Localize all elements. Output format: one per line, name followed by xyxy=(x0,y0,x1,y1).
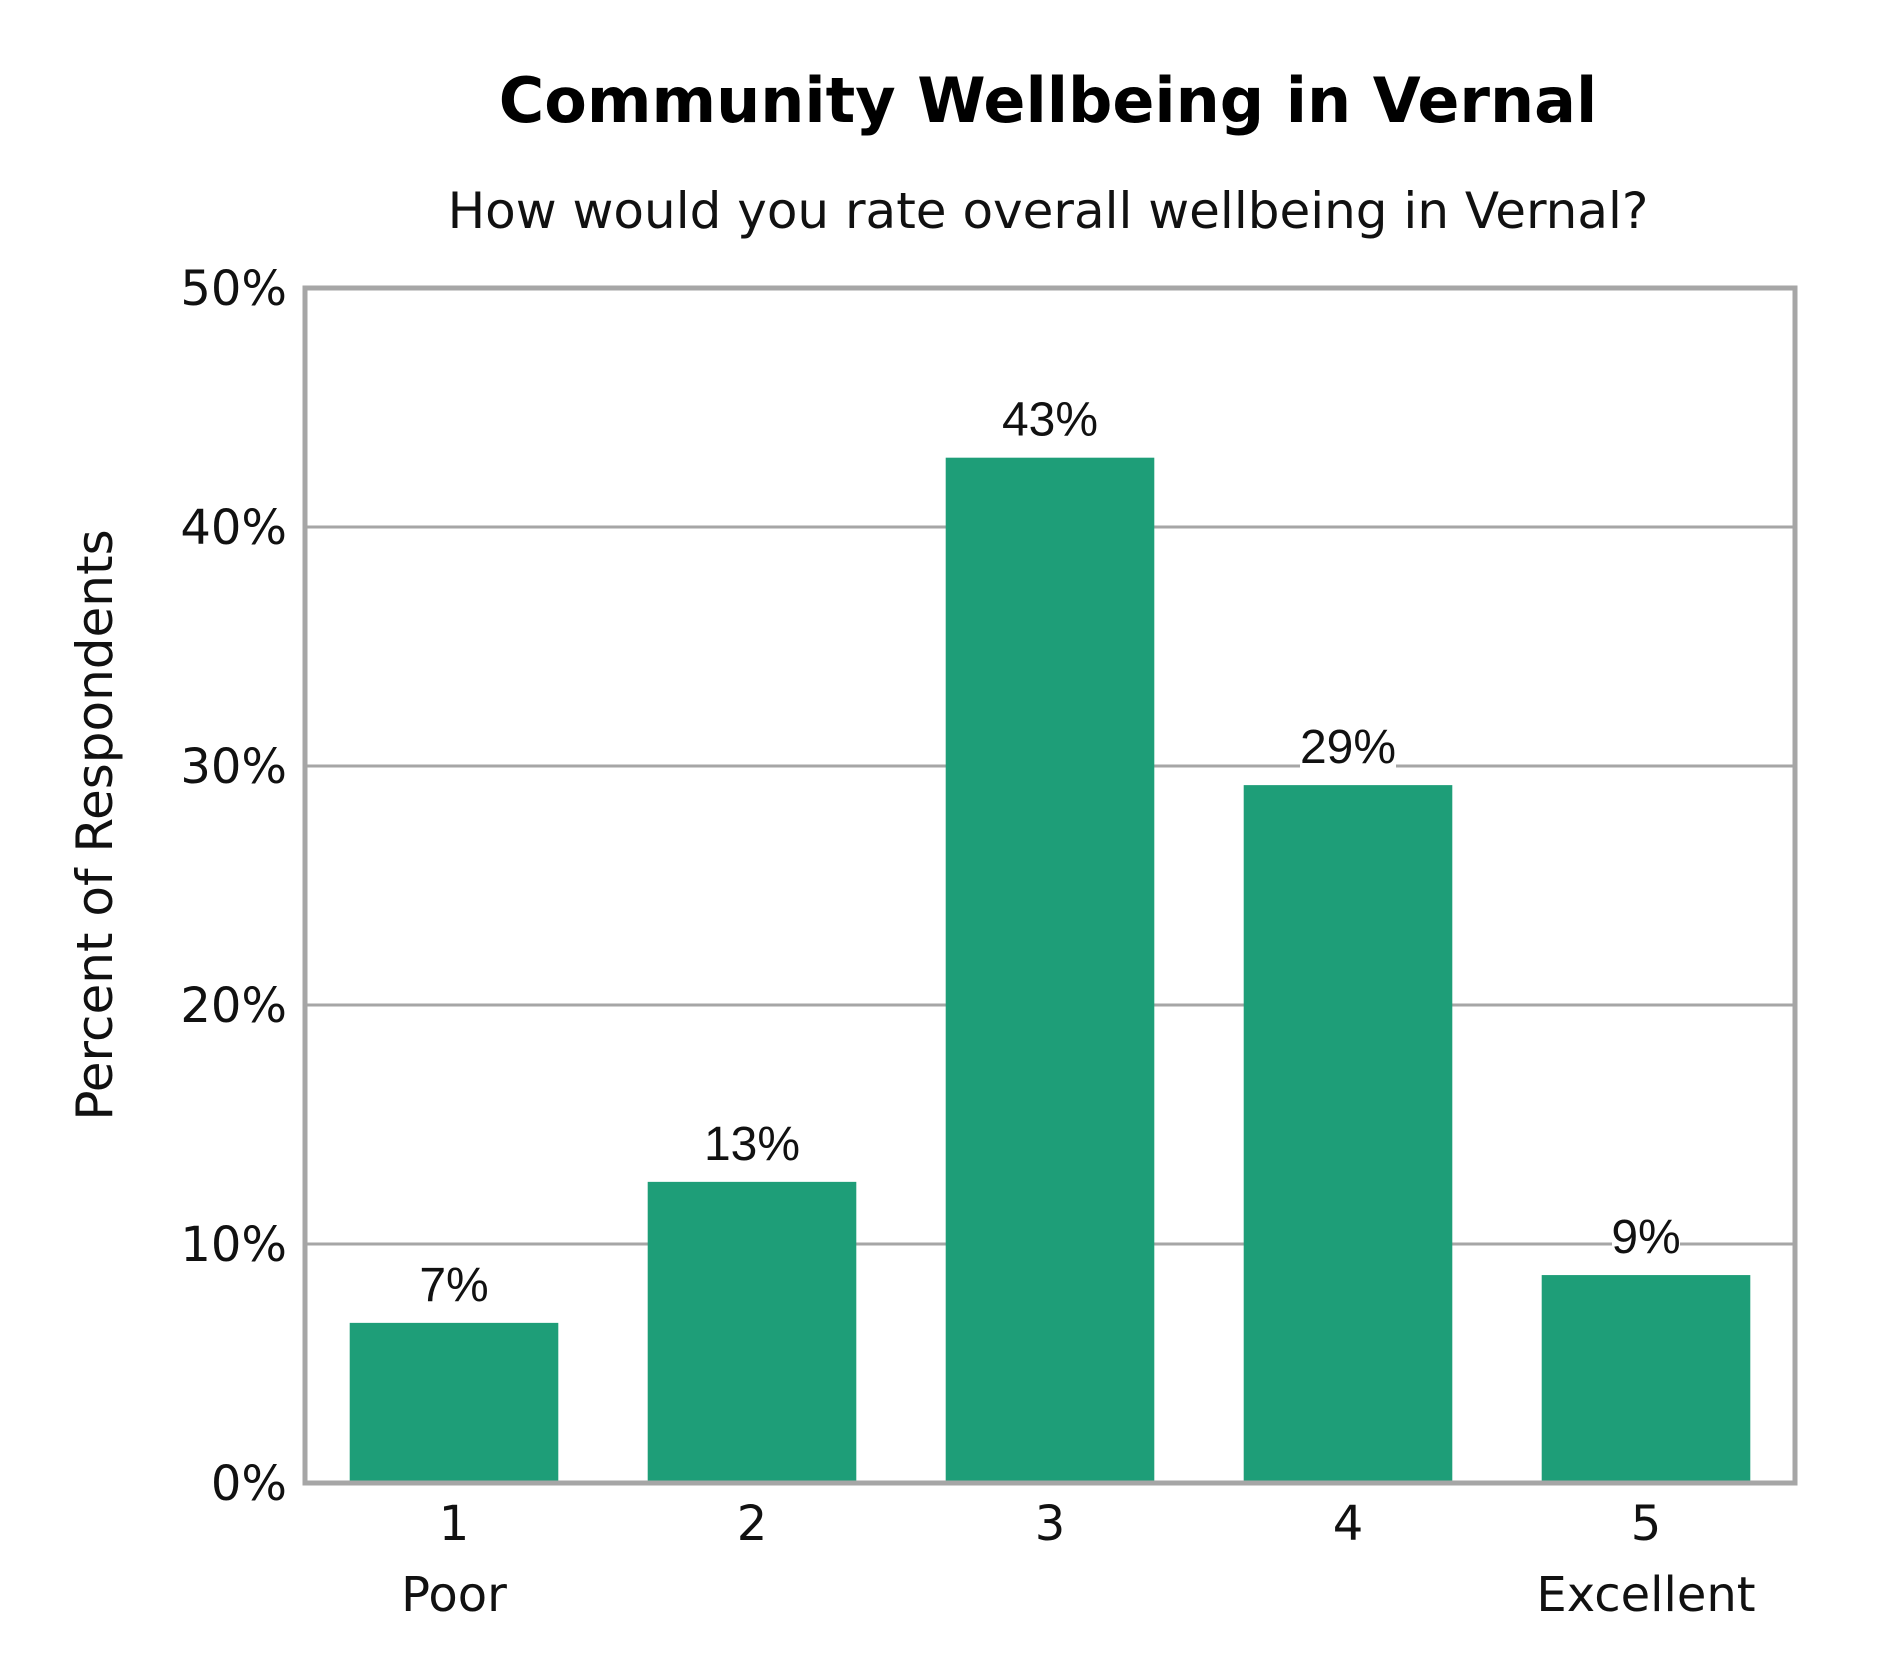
y-tick-label: 10% xyxy=(180,1217,287,1273)
data-label: 7% xyxy=(419,1259,488,1312)
y-axis-ticks: 0% 10% 20% 30% 40% 50% xyxy=(180,261,287,1512)
x-tick-label: 1 xyxy=(439,1496,470,1552)
x-tick-label: 4 xyxy=(1333,1496,1364,1552)
y-tick-label: 0% xyxy=(211,1456,287,1512)
y-tick-label: 40% xyxy=(180,500,287,556)
x-anchor-label: Poor xyxy=(401,1567,507,1623)
x-tick-label: 3 xyxy=(1035,1496,1066,1552)
y-axis-label: Percent of Respondents xyxy=(66,529,124,1120)
bar xyxy=(1541,1275,1751,1483)
data-label: 29% xyxy=(1300,721,1396,774)
bar xyxy=(647,1181,857,1483)
data-label-background xyxy=(420,1262,488,1317)
x-axis-ticks: 1 Poor 2 3 4 5 Excellent xyxy=(401,1496,1755,1623)
data-labels: 7% 13% 43% 29% 9% xyxy=(419,394,1681,1317)
x-tick-label: 5 xyxy=(1631,1496,1662,1552)
bars xyxy=(349,457,1751,1484)
y-tick-label: 20% xyxy=(180,978,287,1034)
chart-subtitle: How would you rate overall wellbeing in … xyxy=(448,182,1649,240)
bar xyxy=(349,1322,559,1483)
x-tick-label: 2 xyxy=(737,1496,768,1552)
bar xyxy=(1243,785,1453,1483)
data-label-background xyxy=(1612,1215,1680,1270)
y-tick-label: 50% xyxy=(180,261,287,317)
y-tick-label: 30% xyxy=(180,739,287,795)
data-label: 9% xyxy=(1611,1211,1680,1264)
data-label-background xyxy=(1002,397,1098,452)
data-label: 43% xyxy=(1002,394,1098,447)
bar xyxy=(945,457,1155,1484)
plot-area-frame xyxy=(302,285,1798,1486)
data-label-background xyxy=(704,1121,800,1176)
data-label: 13% xyxy=(704,1118,800,1171)
x-anchor-label: Excellent xyxy=(1536,1567,1755,1623)
data-label-background xyxy=(1300,725,1396,780)
chart-title: Community Wellbeing in Vernal xyxy=(499,64,1597,137)
